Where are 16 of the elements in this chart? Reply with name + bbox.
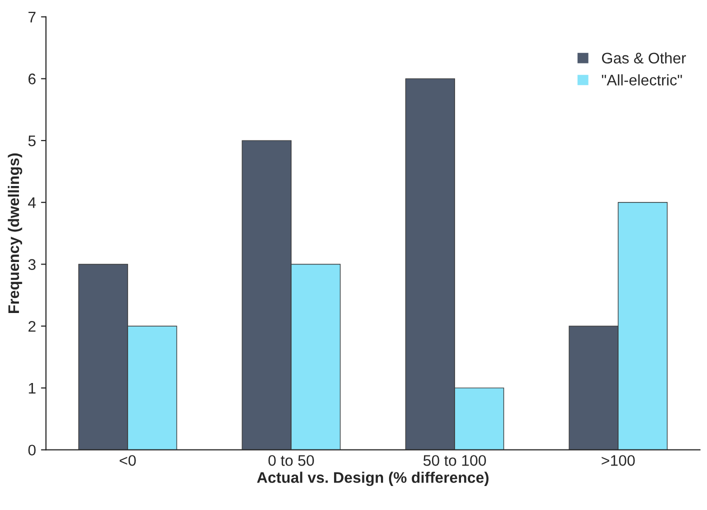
legend-label: Gas & Other bbox=[602, 52, 686, 64]
x-tick-label: >100 bbox=[602, 455, 635, 466]
y-axis-title: Frequency (dwellings) bbox=[8, 153, 22, 313]
y-tick-label: 2 bbox=[28, 320, 36, 332]
x-tick-label: 50 to 100 bbox=[423, 455, 486, 466]
y-tick-label: 7 bbox=[28, 12, 36, 22]
y-tick-label: 3 bbox=[28, 259, 36, 270]
legend-label: "All-electric" bbox=[602, 74, 682, 86]
y-tick-label: 5 bbox=[28, 136, 36, 146]
y-tick-label: 0 bbox=[28, 444, 36, 456]
x-tick-label: <0 bbox=[120, 455, 136, 466]
y-tick-label: 4 bbox=[28, 197, 36, 208]
x-tick-label: 0 to 50 bbox=[268, 455, 314, 466]
y-tick-label: 6 bbox=[28, 74, 36, 84]
y-tick-label: 1 bbox=[28, 382, 36, 394]
x-axis-title: Actual vs. Design (% difference) bbox=[257, 472, 488, 486]
